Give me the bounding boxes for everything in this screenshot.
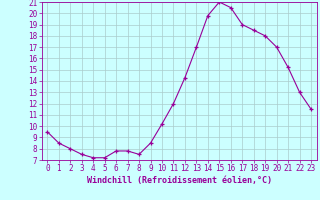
- X-axis label: Windchill (Refroidissement éolien,°C): Windchill (Refroidissement éolien,°C): [87, 176, 272, 185]
